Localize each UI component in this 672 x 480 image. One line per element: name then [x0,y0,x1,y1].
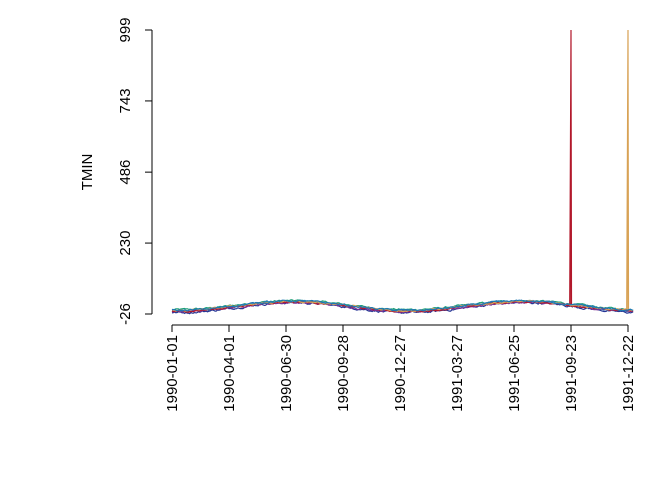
x-tick-label: 1991-06-25 [506,335,523,412]
series-line-6 [171,29,634,313]
y-tick-label: 486 [117,160,134,185]
x-tick-label: 1991-03-27 [449,335,466,412]
series-line-7 [171,299,634,312]
y-tick-label: -26 [117,303,134,325]
x-tick-label: 1991-09-23 [563,335,580,412]
y-tick-label: 230 [117,231,134,256]
x-tick-label: 1990-04-01 [221,335,238,412]
x-tick-label: 1990-06-30 [278,335,295,412]
x-tick-label: 1990-09-28 [335,335,352,412]
x-axis: 1990-01-01 1990-04-01 1990-06-30 1990-09-28… [164,324,637,412]
y-tick-label: 999 [117,17,134,42]
x-tick-label: 1990-12-27 [392,335,409,412]
x-tick-label: 1990-01-01 [164,335,181,412]
series-layer [171,29,634,315]
y-axis-title: TMIN [79,154,96,191]
x-tick-label: 1991-12-22 [620,335,637,412]
y-tick-label: 743 [117,88,134,113]
series-line-5 [171,29,634,313]
y-axis: -26 230 486 743 999 [117,17,153,325]
